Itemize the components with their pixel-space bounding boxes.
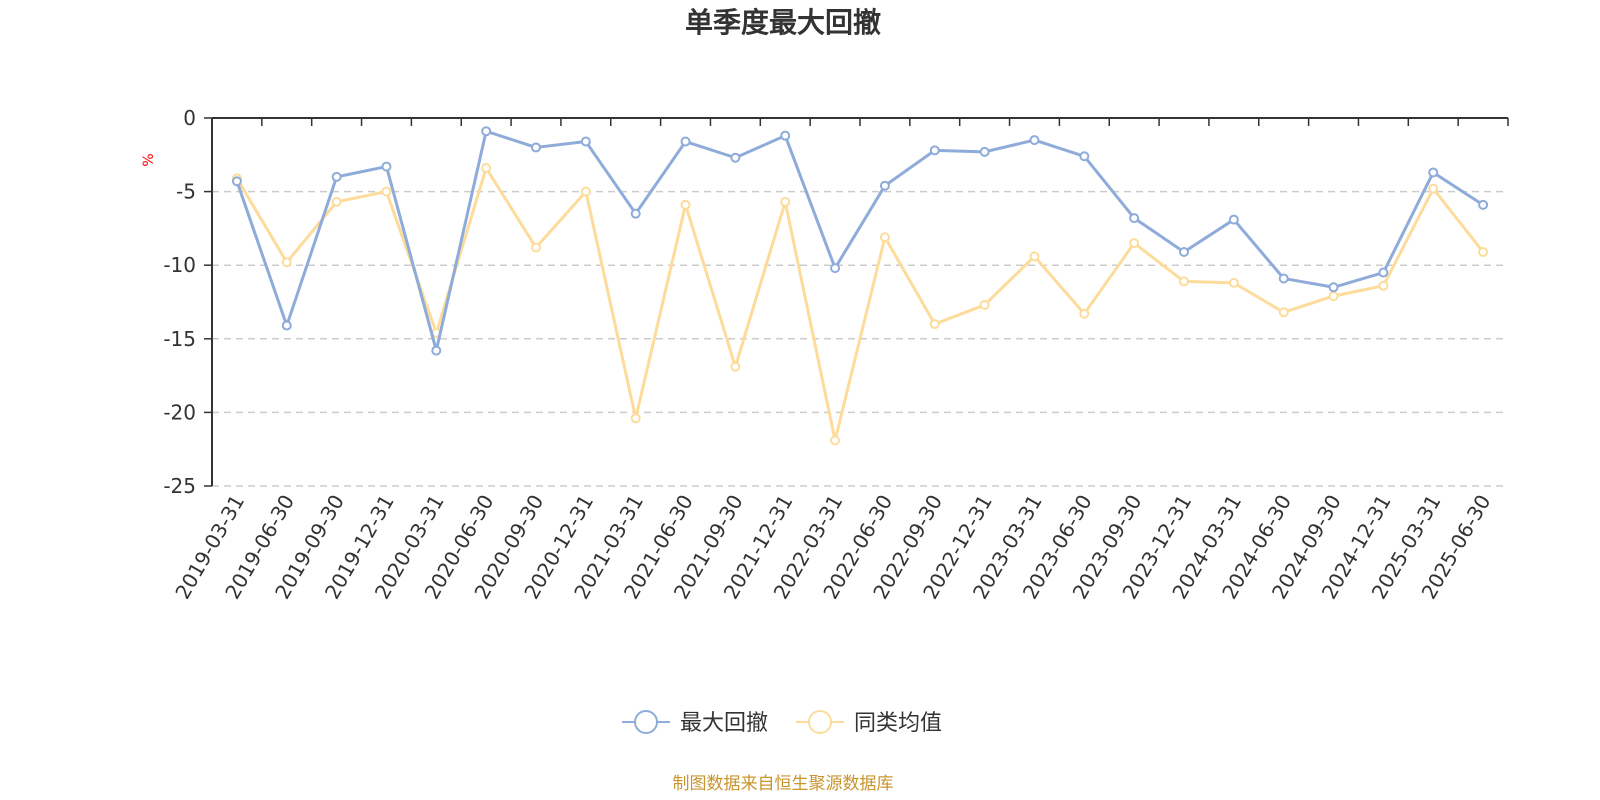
data-point[interactable] xyxy=(331,196,342,207)
data-point[interactable] xyxy=(830,263,841,274)
data-point[interactable] xyxy=(1378,280,1389,291)
axes: 0-5-10-15-20-252019-03-312019-06-302019-… xyxy=(163,106,1509,603)
series-line xyxy=(235,129,1484,353)
chart-title: 单季度最大回撤 xyxy=(685,6,881,39)
y-tick-label: 0 xyxy=(183,106,196,130)
data-point[interactable] xyxy=(281,320,292,331)
legend-item-1[interactable]: 最大回撤 xyxy=(622,710,768,736)
data-point[interactable] xyxy=(1228,277,1239,288)
data-point[interactable] xyxy=(780,130,791,141)
legend-item-2[interactable]: 同类均值 xyxy=(796,710,942,736)
legend-label: 同类均值 xyxy=(854,711,942,736)
legend-marker xyxy=(808,710,832,734)
legend-label: 最大回撤 xyxy=(680,711,768,736)
data-point[interactable] xyxy=(1278,307,1289,318)
data-point[interactable] xyxy=(830,435,841,446)
data-point[interactable] xyxy=(979,299,990,310)
data-point[interactable] xyxy=(1428,183,1439,194)
data-point[interactable] xyxy=(1179,246,1189,257)
source-note: 制图数据来自恒生聚源数据库 xyxy=(673,774,894,794)
data-point[interactable] xyxy=(780,196,791,207)
data-point[interactable] xyxy=(929,319,940,330)
series-2 xyxy=(231,163,1489,446)
data-point[interactable] xyxy=(630,413,641,424)
data-point[interactable] xyxy=(1129,238,1140,249)
data-point[interactable] xyxy=(730,152,741,163)
legend[interactable]: 最大回撤 同类均值 xyxy=(622,710,942,736)
y-tick-label: -15 xyxy=(163,327,196,351)
data-point[interactable] xyxy=(481,163,492,174)
data-point[interactable] xyxy=(381,161,392,172)
legend-marker xyxy=(634,710,658,734)
data-point[interactable] xyxy=(1179,276,1189,287)
data-point[interactable] xyxy=(1079,308,1090,319)
data-point[interactable] xyxy=(331,171,342,182)
series-line xyxy=(235,166,1485,442)
y-tick-label: -25 xyxy=(163,474,196,498)
series-lines xyxy=(231,126,1489,446)
data-point[interactable] xyxy=(1478,199,1489,210)
data-point[interactable] xyxy=(531,242,541,253)
y-tick-label: -20 xyxy=(163,400,196,424)
data-point[interactable] xyxy=(879,232,890,243)
data-point[interactable] xyxy=(1378,267,1389,278)
data-point[interactable] xyxy=(979,146,990,157)
series-1 xyxy=(231,126,1489,356)
data-point[interactable] xyxy=(580,136,591,147)
data-point[interactable] xyxy=(580,186,591,197)
data-point[interactable] xyxy=(531,142,541,153)
data-point[interactable] xyxy=(231,176,242,187)
data-point[interactable] xyxy=(1079,151,1090,162)
data-point[interactable] xyxy=(1278,273,1289,284)
data-point[interactable] xyxy=(929,145,940,156)
y-tick-label: -10 xyxy=(163,253,196,277)
data-point[interactable] xyxy=(730,361,741,372)
data-point[interactable] xyxy=(1478,246,1489,257)
data-point[interactable] xyxy=(481,126,492,137)
data-point[interactable] xyxy=(1428,167,1439,178)
data-point[interactable] xyxy=(1228,214,1239,225)
y-tick-label: -5 xyxy=(176,180,196,204)
data-point[interactable] xyxy=(281,257,292,268)
data-point[interactable] xyxy=(1129,213,1140,224)
data-point[interactable] xyxy=(680,199,691,210)
data-point[interactable] xyxy=(879,180,890,191)
data-point[interactable] xyxy=(1029,251,1040,262)
data-point[interactable] xyxy=(1328,282,1339,293)
data-point[interactable] xyxy=(1328,291,1339,302)
data-point[interactable] xyxy=(680,136,691,147)
data-point[interactable] xyxy=(630,208,641,219)
data-point[interactable] xyxy=(1029,135,1040,146)
data-point[interactable] xyxy=(381,186,392,197)
y-axis-unit: % xyxy=(141,153,157,166)
data-point[interactable] xyxy=(431,345,442,356)
